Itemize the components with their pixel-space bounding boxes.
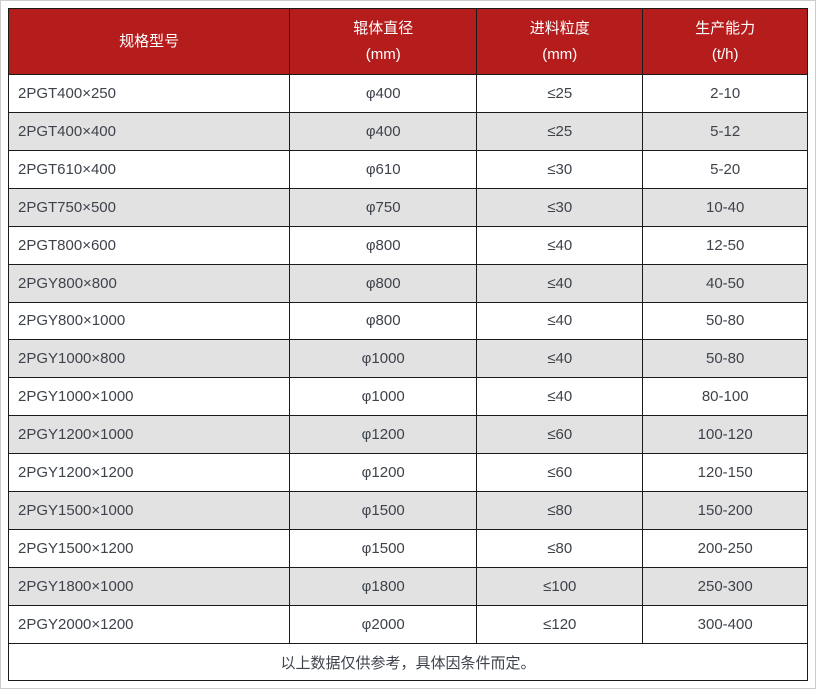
cell-model: 2PGY1800×1000 [7,566,291,606]
cell-capacity: 50-80 [642,339,808,379]
cell-capacity: 5-12 [642,111,808,151]
table-row: 2PGY1000×800 φ1000 ≤40 50-80 [7,339,808,379]
cell-model: 2PGY2000×1200 [7,604,291,645]
cell-diameter: φ1000 [289,339,478,379]
cell-capacity: 50-80 [642,301,808,341]
cell-capacity: 10-40 [642,187,808,227]
cell-feed: ≤60 [476,415,644,455]
table-row: 2PGY1200×1200 φ1200 ≤60 120-150 [7,453,808,493]
cell-model: 2PGT400×400 [7,111,291,151]
table-row: 2PGT400×250 φ400 ≤25 2-10 [7,74,808,113]
cell-model: 2PGT400×250 [7,74,291,113]
cell-capacity: 2-10 [642,74,808,113]
cell-diameter: φ2000 [289,604,478,645]
cell-diameter: φ800 [289,301,478,341]
table-row: 2PGY800×1000 φ800 ≤40 50-80 [7,301,808,341]
table-row: 2PGY2000×1200 φ2000 ≤120 300-400 [7,604,808,645]
cell-diameter: φ800 [289,263,478,303]
cell-capacity: 120-150 [642,453,808,493]
cell-diameter: φ400 [289,74,478,113]
cell-feed: ≤30 [476,149,644,189]
cell-feed: ≤100 [476,566,644,606]
cell-model: 2PGY1000×1000 [7,377,291,417]
table-row: 2PGY1200×1000 φ1200 ≤60 100-120 [7,415,808,455]
cell-feed: ≤40 [476,225,644,265]
cell-diameter: φ1500 [289,491,478,531]
cell-feed: ≤80 [476,491,644,531]
cell-capacity: 5-20 [642,149,808,189]
cell-model: 2PGY800×800 [7,263,291,303]
col-header-capacity-title: 生产能力 [695,19,756,37]
cell-diameter: φ800 [289,225,478,265]
col-header-feed: 进料粒度 (mm) [476,8,644,75]
cell-capacity: 200-250 [642,529,808,568]
table-row: 2PGT400×400 φ400 ≤25 5-12 [7,111,808,151]
cell-diameter: φ1200 [289,453,478,493]
col-header-capacity: 生产能力 (t/h) [642,8,808,75]
cell-feed: ≤40 [476,301,644,341]
cell-model: 2PGY1200×1200 [7,453,291,493]
cell-diameter: φ610 [289,149,478,189]
cell-feed: ≤25 [476,111,644,151]
cell-feed: ≤30 [476,187,644,227]
cell-model: 2PGY1500×1000 [7,491,291,531]
cell-capacity: 80-100 [642,377,808,417]
cell-model: 2PGY1200×1000 [7,415,291,455]
cell-model: 2PGT750×500 [7,187,291,227]
cell-feed: ≤40 [476,377,644,417]
header-row: 规格型号 辊体直径 (mm) 进料粒度 (mm) 生产能力 (t/h) [7,8,808,75]
cell-feed: ≤25 [476,74,644,113]
cell-diameter: φ400 [289,111,478,151]
table-row: 2PGY1500×1200 φ1500 ≤80 200-250 [7,529,808,568]
cell-feed: ≤40 [476,263,644,303]
table-row: 2PGY1000×1000 φ1000 ≤40 80-100 [7,377,808,417]
footnote-text: 以上数据仅供参考，具体因条件而定。 [8,643,808,681]
cell-capacity: 150-200 [642,491,808,531]
cell-diameter: φ750 [289,187,478,227]
col-header-model-title: 规格型号 [119,32,180,50]
col-header-feed-unit: (mm) [542,45,578,63]
cell-capacity: 300-400 [642,604,808,645]
cell-feed: ≤80 [476,529,644,568]
cell-capacity: 40-50 [642,263,808,303]
cell-capacity: 12-50 [642,225,808,265]
table-row: 2PGT800×600 φ800 ≤40 12-50 [7,225,808,265]
col-header-diameter-unit: (mm) [365,45,401,63]
cell-diameter: φ1200 [289,415,478,455]
cell-model: 2PGT610×400 [7,149,291,189]
col-header-model: 规格型号 [7,8,291,75]
cell-diameter: φ1000 [289,377,478,417]
cell-model: 2PGY800×1000 [7,301,291,341]
table-row: 2PGY1500×1000 φ1500 ≤80 150-200 [7,491,808,531]
cell-diameter: φ1500 [289,529,478,568]
spec-table: 规格型号 辊体直径 (mm) 进料粒度 (mm) 生产能力 (t/h) 2PGT… [7,8,808,681]
table-row: 2PGY1800×1000 φ1800 ≤100 250-300 [7,566,808,606]
footnote-row: 以上数据仅供参考，具体因条件而定。 [8,643,808,681]
cell-feed: ≤60 [476,453,644,493]
cell-model: 2PGY1000×800 [7,339,291,379]
cell-capacity: 250-300 [642,566,808,606]
col-header-diameter: 辊体直径 (mm) [289,8,478,75]
cell-feed: ≤120 [476,604,644,645]
table-row: 2PGT610×400 φ610 ≤30 5-20 [7,149,808,189]
cell-feed: ≤40 [476,339,644,379]
cell-model: 2PGT800×600 [7,225,291,265]
cell-diameter: φ1800 [289,566,478,606]
table-row: 2PGT750×500 φ750 ≤30 10-40 [7,187,808,227]
col-header-diameter-title: 辊体直径 [353,19,414,37]
table-row: 2PGY800×800 φ800 ≤40 40-50 [7,263,808,303]
cell-model: 2PGY1500×1200 [7,529,291,568]
cell-capacity: 100-120 [642,415,808,455]
col-header-capacity-unit: (t/h) [711,45,739,63]
col-header-feed-title: 进料粒度 [529,19,590,37]
